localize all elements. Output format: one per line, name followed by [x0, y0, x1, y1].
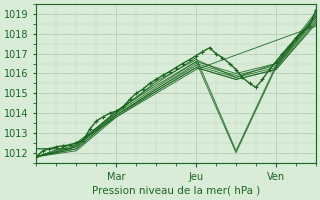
X-axis label: Pression niveau de la mer( hPa ): Pression niveau de la mer( hPa )	[92, 186, 260, 196]
